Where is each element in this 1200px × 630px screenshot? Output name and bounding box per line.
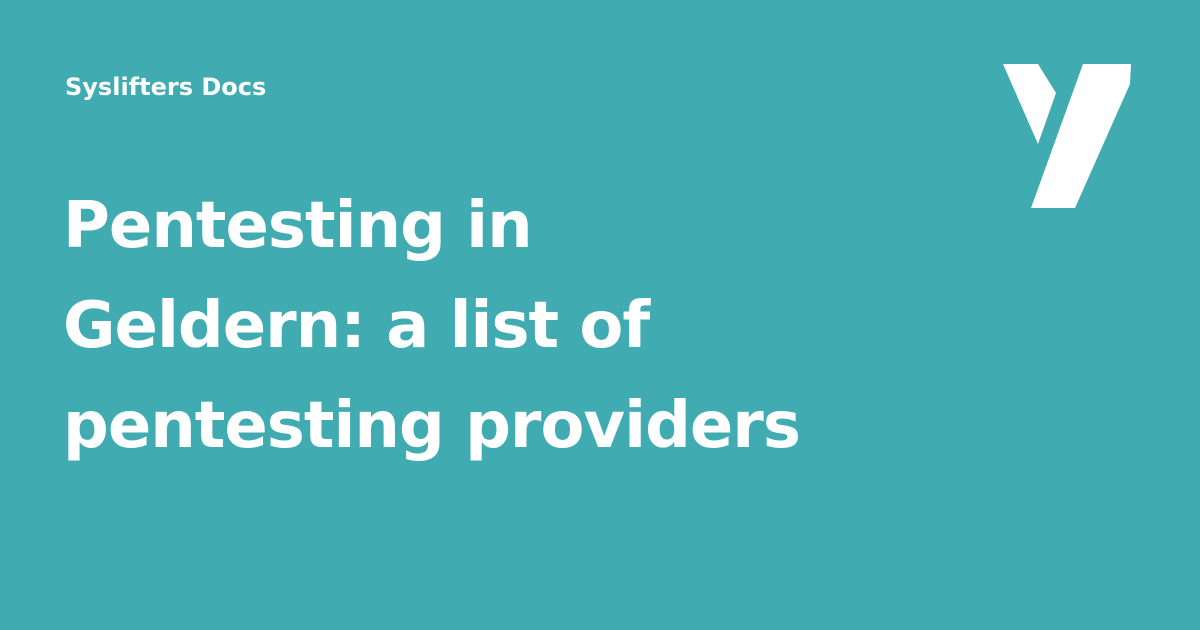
page-title-line-1: Pentesting in [63, 189, 533, 263]
page-title: Pentesting in Geldern: a list of pentest… [63, 176, 923, 476]
syslifters-y-logo-icon [1003, 64, 1131, 208]
logo-right-stroke [1031, 64, 1131, 208]
page-title-line-2: Geldern: a list of [63, 289, 650, 363]
logo-left-stroke [1003, 64, 1056, 144]
page-title-line-3: pentesting providers [63, 389, 801, 463]
site-name: Syslifters Docs [65, 73, 267, 101]
